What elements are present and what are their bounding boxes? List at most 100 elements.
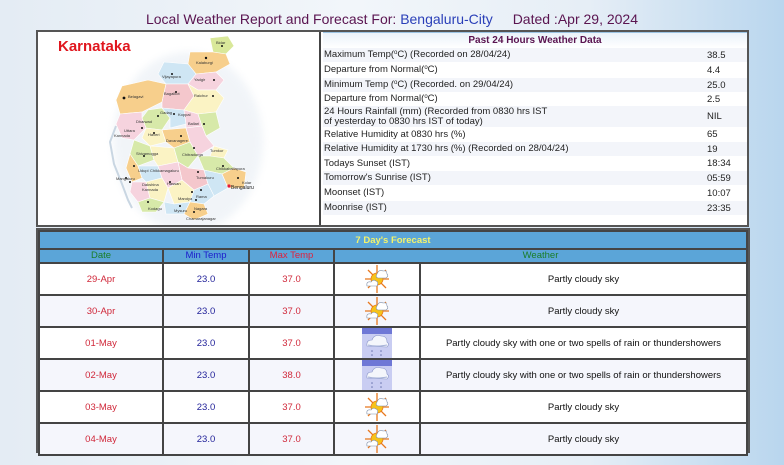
- svg-text:Davanagere: Davanagere: [166, 138, 189, 143]
- col-weather: Weather: [333, 248, 748, 264]
- past-data-label: Minimum Temp (oC) (Recorded. on 29/04/24…: [324, 79, 514, 90]
- past-data-value: 05:59: [707, 172, 731, 184]
- svg-text:Ballari: Ballari: [188, 121, 199, 126]
- forecast-date: 30-Apr: [38, 294, 164, 328]
- past-data-label: Moonset (IST): [324, 187, 385, 198]
- svg-text:Belagavi: Belagavi: [128, 94, 143, 99]
- svg-text:Kannada: Kannada: [114, 133, 131, 138]
- past-data-value: 25.0: [707, 79, 726, 91]
- karnataka-map-image: Bidar Kalaburgi Vijayapura Yadgir Belagavi B…: [108, 35, 263, 225]
- forecast-max-temp: 38.0: [248, 358, 335, 392]
- forecast-icon-cell: [333, 422, 421, 456]
- forecast-max-temp: 37.0: [248, 422, 335, 456]
- past-data-label: Moonrise (IST): [324, 202, 387, 213]
- svg-text:Yadgir: Yadgir: [194, 77, 206, 82]
- forecast-icon-cell: [333, 326, 421, 360]
- past-24-header: Past 24 Hours Weather Data: [323, 32, 747, 48]
- past-data-row: Relative Humidity at 1730 hrs (%) (Recor…: [323, 142, 747, 157]
- forecast-icon-cell: [333, 294, 421, 328]
- svg-text:Chitradurga: Chitradurga: [182, 152, 204, 157]
- past-24-hours-table: Past 24 Hours Weather Data Maximum Temp(…: [323, 32, 747, 225]
- past-data-value: 18:34: [707, 158, 731, 169]
- forecast-icon-cell: [333, 262, 421, 296]
- degree-symbol: o: [394, 80, 398, 86]
- forecast-date: 04-May: [38, 422, 164, 456]
- past-data-row: Moonset (IST) 10:07: [323, 186, 747, 201]
- svg-text:Dharwad: Dharwad: [136, 119, 152, 124]
- forecast-max-temp: 37.0: [248, 326, 335, 360]
- past-data-row: Moonrise (IST) 23:35: [323, 201, 747, 216]
- past-data-label: Relative Humidity at 1730 hrs (%) (Recor…: [324, 143, 569, 154]
- past-data-row: Maximum Temp(oC) (Recorded on 28/04/24) 3…: [323, 48, 747, 63]
- svg-text:Koppal: Koppal: [178, 112, 191, 117]
- degree-symbol: o: [424, 94, 428, 100]
- past-data-row: Minimum Temp (oC) (Recorded. on 29/04/24…: [323, 78, 747, 93]
- svg-text:Tumkur: Tumkur: [210, 148, 224, 153]
- forecast-row: 04-May 23.0 37.0 Partly cloudy sky: [38, 422, 748, 456]
- svg-text:Hassan: Hassan: [167, 181, 181, 186]
- past-data-label: Maximum Temp(oC) (Recorded on 28/04/24): [324, 49, 511, 60]
- forecast-weather-description: Partly cloudy sky with one or two spells…: [419, 358, 748, 392]
- svg-text:Kalaburgi: Kalaburgi: [196, 60, 213, 65]
- svg-text:Nagara: Nagara: [194, 206, 208, 211]
- forecast-row: 03-May 23.0 37.0 Partly cloudy sky: [38, 390, 748, 424]
- svg-text:Bidar: Bidar: [216, 40, 226, 45]
- col-max-temp: Max Temp: [248, 248, 335, 264]
- svg-text:Vijayapura: Vijayapura: [162, 74, 182, 79]
- svg-text:Chamarajanagar: Chamarajanagar: [186, 216, 216, 221]
- svg-text:Mysuru: Mysuru: [174, 208, 187, 213]
- forecast-row: 30-Apr 23.0 37.0 Partly cloudy sky: [38, 294, 748, 328]
- past-data-row: Departure from Normal(oC) 4.4: [323, 63, 747, 78]
- svg-text:Haveri: Haveri: [148, 132, 160, 137]
- forecast-weather-description: Partly cloudy sky: [419, 294, 748, 328]
- svg-text:Rama: Rama: [196, 194, 207, 199]
- col-date: Date: [38, 248, 164, 264]
- forecast-icon-cell: [333, 358, 421, 392]
- svg-text:Chikkamagaluru: Chikkamagaluru: [150, 168, 179, 173]
- report-date: Dated :Apr 29, 2024: [512, 11, 638, 27]
- past-data-value: 2.5: [707, 93, 721, 105]
- svg-text:Udupi: Udupi: [138, 168, 149, 173]
- forecast-min-temp: 23.0: [162, 326, 250, 360]
- forecast-date: 03-May: [38, 390, 164, 424]
- forecast-table: 7 Day's Forecast Date Min Temp Max Temp …: [38, 230, 748, 456]
- past-data-row: Relative Humidity at 0830 hrs (%) 65: [323, 128, 747, 142]
- current-weather-panel: Bidar Kalaburgi Vijayapura Yadgir Belagavi B…: [36, 30, 749, 227]
- forecast-max-temp: 37.0: [248, 390, 335, 424]
- forecast-min-temp: 23.0: [162, 422, 250, 456]
- past-data-label: Departure from Normal(oC): [324, 93, 438, 104]
- degree-symbol: o: [424, 65, 428, 71]
- svg-text:Kannada: Kannada: [142, 187, 159, 192]
- svg-text:Gadag: Gadag: [160, 110, 172, 115]
- forecast-weather-description: Partly cloudy sky: [419, 422, 748, 456]
- title-prefix: Local Weather Report and Forecast For:: [145, 11, 397, 27]
- svg-text:Dakshina: Dakshina: [142, 182, 159, 187]
- past-data-label: Departure from Normal(oC): [324, 64, 438, 75]
- degree-symbol: o: [394, 50, 398, 56]
- partly-cloudy-sun-icon: [362, 296, 392, 326]
- svg-text:Raichur: Raichur: [194, 93, 208, 98]
- forecast-min-temp: 23.0: [162, 390, 250, 424]
- forecast-title: 7 Day's Forecast: [38, 230, 748, 250]
- past-data-row: 24 Hours Rainfall (mm) (Recorded from 08…: [323, 106, 747, 128]
- forecast-row: 01-May 23.0 37.0 Partly cloudy sky with one…: [38, 326, 748, 360]
- svg-text:Bagalkot: Bagalkot: [164, 91, 180, 96]
- karnataka-map: Bidar Kalaburgi Vijayapura Yadgir Belagavi B…: [38, 32, 321, 225]
- partly-cloudy-sun-icon: [362, 264, 392, 294]
- past-data-row: Tomorrow's Sunrise (IST) 05:59: [323, 171, 747, 186]
- past-data-value: NIL: [707, 111, 722, 122]
- forecast-max-temp: 37.0: [248, 294, 335, 328]
- map-title: Karnataka: [58, 38, 131, 55]
- forecast-date: 02-May: [38, 358, 164, 392]
- partly-cloudy-sun-icon: [362, 424, 392, 454]
- partly-cloudy-sun-icon: [362, 392, 392, 422]
- forecast-min-temp: 23.0: [162, 294, 250, 328]
- past-data-value: 4.4: [707, 64, 721, 76]
- seven-day-forecast: 7 Day's Forecast Date Min Temp Max Temp …: [36, 228, 750, 456]
- cloud-rain-icon: [362, 328, 392, 358]
- forecast-min-temp: 23.0: [162, 358, 250, 392]
- svg-text:Kodagu: Kodagu: [148, 206, 162, 211]
- svg-text:Mandya: Mandya: [178, 196, 193, 201]
- past-data-value: 10:07: [707, 187, 731, 199]
- past-data-value: 65: [707, 129, 718, 140]
